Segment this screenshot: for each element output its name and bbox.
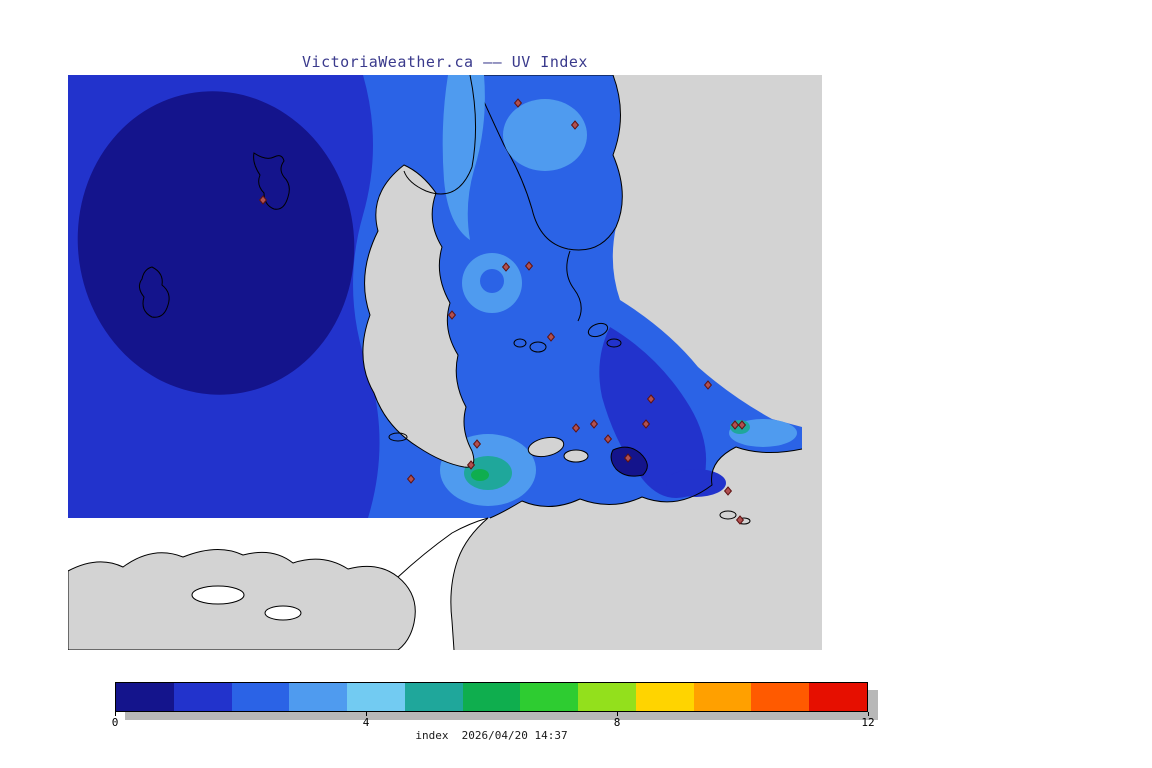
page-title: VictoriaWeather.ca —— UV Index: [302, 53, 588, 71]
station-marker: [737, 420, 747, 430]
station-marker: [730, 420, 740, 430]
coast-south: [489, 446, 803, 519]
station-marker: [524, 261, 534, 271]
station-marker: [623, 453, 633, 463]
station-marker: [406, 474, 416, 484]
lake-2: [264, 605, 302, 621]
station-marker: [570, 120, 580, 130]
colorbar-tick-line: [617, 712, 618, 716]
uv-region-light-strip: [442, 75, 485, 240]
station-marker: [472, 439, 482, 449]
colorbar-ticks: 0 4 8 12: [111, 712, 875, 732]
central-landmass: [362, 164, 475, 468]
colorbar: [115, 682, 868, 712]
station-marker: [641, 419, 651, 429]
station-marker: [646, 394, 656, 404]
colorbar-segment: [578, 683, 636, 711]
uv-region-level-0-oval: [77, 91, 355, 395]
station-marker: [258, 195, 268, 205]
island-center-1: [529, 341, 547, 353]
colorbar-tick-line: [366, 712, 367, 716]
colorbar-tick-label: 12: [861, 716, 875, 729]
southern-landmass: [68, 549, 416, 650]
coast-inland-gulf: [566, 250, 582, 322]
station-marker: [466, 460, 476, 470]
colorbar-segment: [289, 683, 348, 711]
station-marker: [703, 380, 713, 390]
island-east-2: [606, 338, 622, 348]
colorbar-segment: [404, 683, 463, 711]
colorbar-tick-label: 4: [362, 716, 370, 729]
island-oval-north: [253, 152, 290, 210]
station-marker: [723, 486, 733, 496]
colorbar-segment: [347, 683, 405, 711]
colorbar-segment: [751, 683, 810, 711]
colorbar-tick-line: [868, 712, 869, 716]
uv-map: [68, 75, 822, 650]
colorbar-segment: [520, 683, 579, 711]
islet-southeast-1: [719, 510, 737, 520]
uv-region-dark-pocket: [610, 446, 648, 477]
colorbar-segment: [116, 683, 174, 711]
station-marker: [546, 332, 556, 342]
island-center-2: [513, 338, 527, 348]
uv-region-east-dark-patch: [666, 469, 726, 497]
colorbar-segment: [635, 683, 694, 711]
uv-region-green-south: [471, 469, 489, 481]
coast-north-hook: [403, 75, 477, 195]
station-marker: [735, 515, 745, 525]
islet-gray-2: [563, 449, 589, 463]
islet-band: [388, 432, 408, 442]
colorbar-segments: [116, 683, 867, 711]
uv-region-east-dark-band: [599, 327, 707, 499]
colorbar-segment: [462, 683, 521, 711]
station-marker: [571, 423, 581, 433]
colorbar-tick-label: 8: [613, 716, 621, 729]
colorbar-segment: [231, 683, 290, 711]
colorbar-segment: [173, 683, 232, 711]
colorbar-tick-line: [115, 712, 116, 716]
island-east-1: [587, 322, 609, 338]
uv-region-light-peninsula: [503, 99, 587, 171]
colorbar-segment: [809, 683, 867, 711]
uv-region-light-blob-core: [480, 269, 504, 293]
station-markers: [258, 98, 747, 525]
islet-gray-1: [527, 436, 565, 458]
station-marker: [513, 98, 523, 108]
station-marker: [501, 262, 511, 272]
station-marker: [447, 310, 457, 320]
coast-southeast-link: [397, 517, 489, 578]
station-marker: [603, 434, 613, 444]
station-marker: [589, 419, 599, 429]
uv-map-svg: [68, 75, 822, 650]
island-oval-south: [138, 266, 170, 318]
lake-1: [191, 585, 245, 605]
colorbar-tick-label: 0: [111, 716, 119, 729]
coast-no-data-sea-edge: [450, 517, 489, 650]
colorbar-caption: index 2026/04/20 14:37: [415, 729, 568, 742]
colorbar-segment: [693, 683, 752, 711]
